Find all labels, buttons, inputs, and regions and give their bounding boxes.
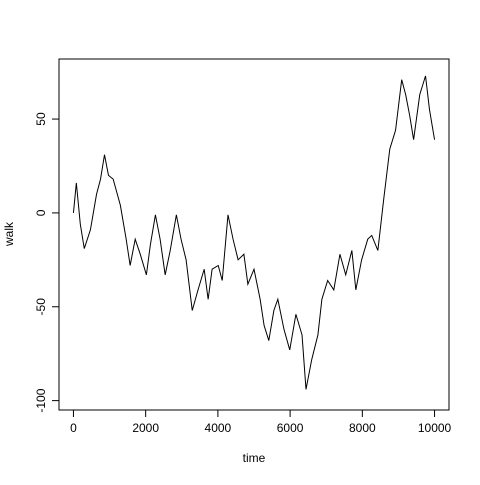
- x-tick-label: 0: [70, 421, 77, 435]
- x-tick-label: 2000: [132, 421, 159, 435]
- x-tick-label: 8000: [349, 421, 376, 435]
- x-tick-label: 10000: [418, 421, 452, 435]
- y-tick-label: 50: [34, 112, 48, 126]
- x-tick-label: 4000: [205, 421, 232, 435]
- x-axis-label: time: [243, 451, 266, 465]
- y-tick-label: -100: [34, 388, 48, 412]
- walk-line: [72, 75, 436, 390]
- y-tick-label: -50: [34, 298, 48, 316]
- y-axis-label: walk: [2, 221, 16, 247]
- y-tick-label: 0: [34, 209, 48, 216]
- x-tick-label: 6000: [277, 421, 304, 435]
